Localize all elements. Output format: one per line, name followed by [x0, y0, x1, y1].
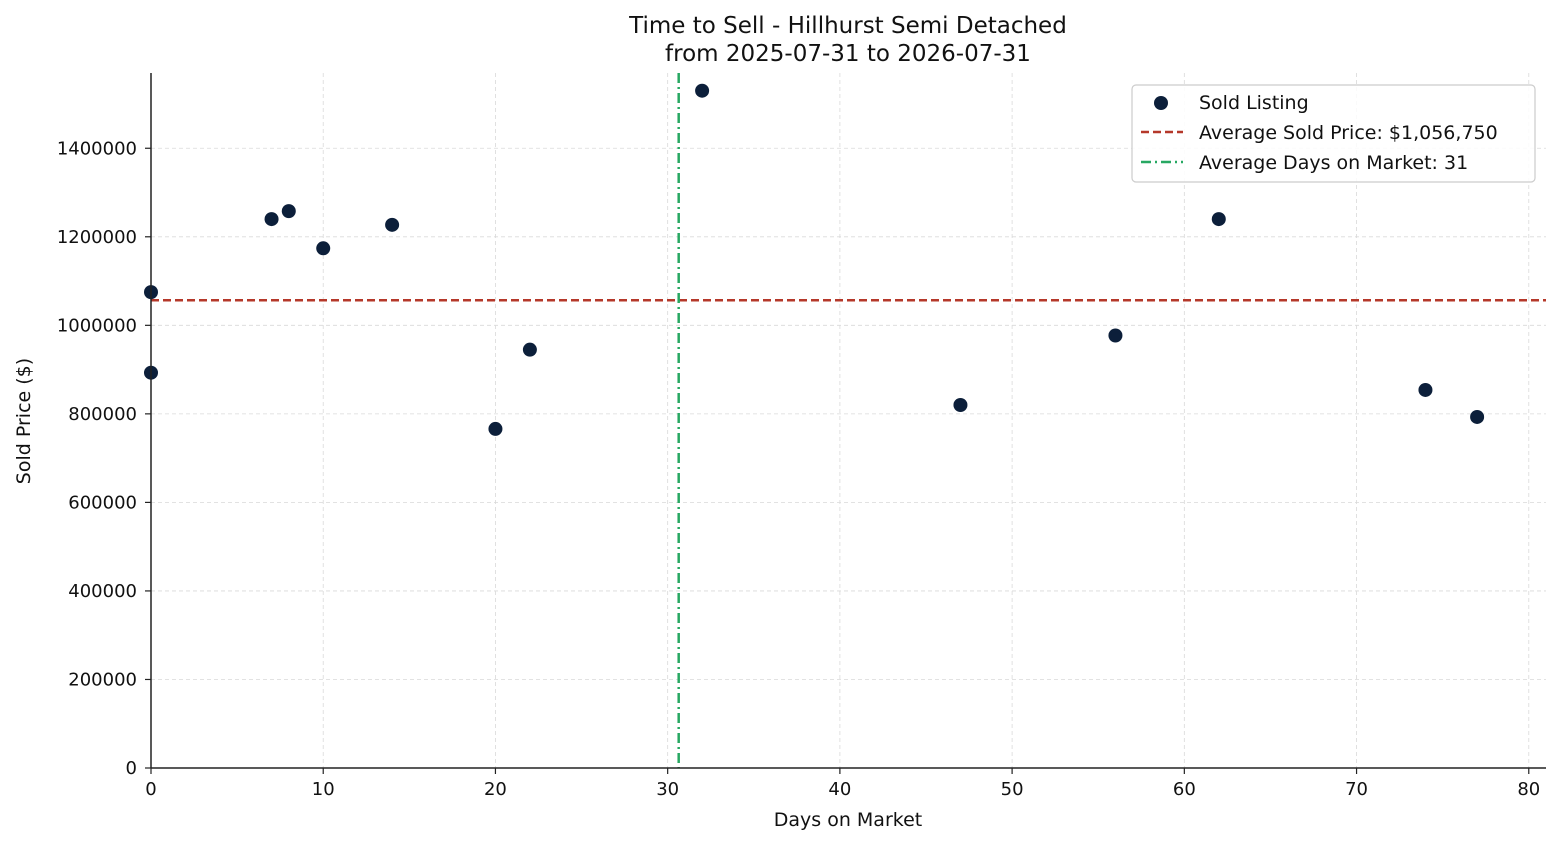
y-tick-label: 1000000 — [57, 315, 137, 336]
legend-label-average-days: Average Days on Market: 31 — [1199, 152, 1468, 174]
x-tick-label: 60 — [1173, 779, 1196, 800]
sold-listing-point — [1470, 409, 1485, 424]
y-tick-label: 600000 — [68, 492, 137, 513]
y-tick-label: 1200000 — [57, 227, 137, 248]
x-tick-label: 50 — [1001, 779, 1024, 800]
y-tick-label: 0 — [126, 758, 137, 779]
x-axis-title: Days on Market — [774, 809, 922, 831]
sold-listing-point — [522, 342, 537, 357]
legend: Sold Listing Average Sold Price: $1,056,… — [1131, 84, 1536, 183]
y-axis-ticks: 0 200000 400000 600000 800000 1000000 1200000 1… — [57, 138, 151, 779]
x-tick-label: 20 — [484, 779, 507, 800]
scatter-points — [144, 83, 1485, 436]
y-tick-label: 800000 — [68, 404, 137, 425]
sold-listing-point — [1211, 212, 1226, 227]
sold-listing-point — [385, 217, 400, 232]
sold-listing-point — [264, 212, 279, 227]
x-tick-label: 40 — [828, 779, 851, 800]
x-tick-label: 70 — [1345, 779, 1368, 800]
reference-lines — [151, 73, 1546, 768]
y-tick-label: 200000 — [68, 669, 137, 690]
legend-label-sold-listing: Sold Listing — [1199, 92, 1309, 114]
sold-listing-point — [488, 421, 503, 436]
legend-box — [1131, 84, 1536, 183]
chart-title: Time to Sell - Hillhurst Semi Detached — [628, 13, 1067, 39]
legend-label-average-price: Average Sold Price: $1,056,750 — [1199, 122, 1498, 144]
sold-listing-point — [695, 83, 710, 98]
x-tick-label: 30 — [656, 779, 679, 800]
sold-listing-point — [953, 398, 968, 413]
x-axis-ticks: 0 10 20 30 40 50 60 70 80 — [145, 768, 1540, 800]
x-tick-label: 80 — [1517, 779, 1540, 800]
x-tick-label: 0 — [145, 779, 156, 800]
y-tick-label: 1400000 — [57, 138, 137, 159]
x-tick-label: 10 — [312, 779, 335, 800]
legend-marker-sold-listing — [1154, 96, 1168, 110]
sold-listing-point — [316, 241, 331, 256]
sold-listing-point — [281, 204, 296, 219]
sold-listing-point — [1418, 382, 1433, 397]
y-tick-label: 400000 — [68, 581, 137, 602]
chart-subtitle: from 2025-07-31 to 2026-07-31 — [665, 41, 1031, 67]
y-axis-title: Sold Price ($) — [13, 358, 35, 484]
sold-listing-point — [1108, 328, 1123, 343]
